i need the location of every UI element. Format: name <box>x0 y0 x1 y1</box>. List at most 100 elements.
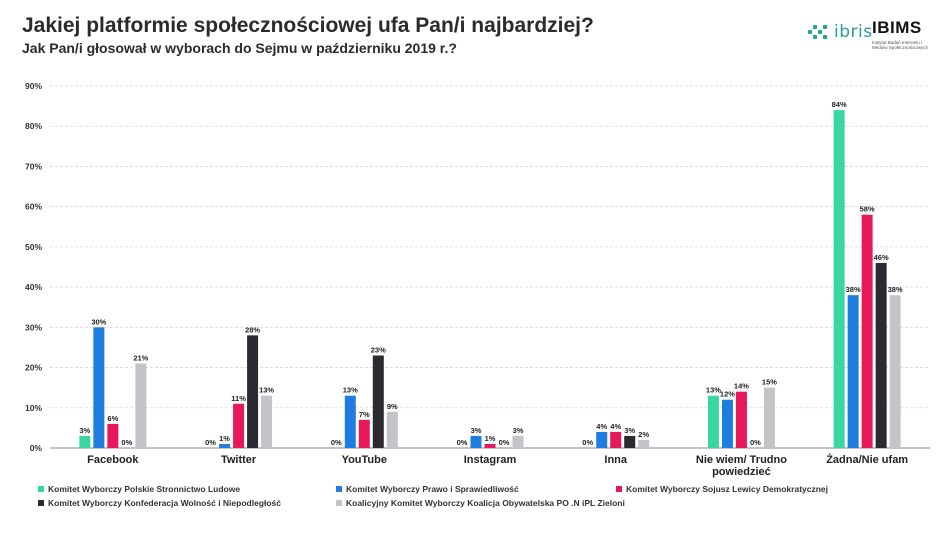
ibims-logo-subtext: Instytut Badań Internetu i Mediów Społec… <box>872 40 929 50</box>
data-label: 11% <box>231 394 246 403</box>
data-label: 38% <box>888 285 903 294</box>
data-label: 38% <box>846 285 861 294</box>
data-label: 14% <box>734 382 749 391</box>
legend-item: Komitet Wyborczy Prawo i Sprawiedliwość <box>336 484 519 494</box>
bar <box>386 411 398 448</box>
bar <box>596 431 608 448</box>
data-label: 84% <box>832 100 847 109</box>
category-label: Żadna/Nie ufam <box>826 453 908 466</box>
legend-label: Komitet Wyborczy Sojusz Lewicy Demokraty… <box>626 484 829 494</box>
legend-item: Komitet Wyborczy Konfederacja Wolność i … <box>38 498 281 508</box>
data-label: 3% <box>513 426 524 435</box>
category-label: powiedzieć <box>712 466 771 478</box>
data-label: 13% <box>343 386 358 395</box>
data-label: 4% <box>610 422 621 431</box>
ibims-logo-text: IBIMS <box>872 18 922 37</box>
bar <box>721 399 733 448</box>
ibris-mark-icon <box>808 22 830 42</box>
category-label: Inna <box>604 454 627 466</box>
data-label: 28% <box>245 325 260 334</box>
data-label: 3% <box>79 426 90 435</box>
legend-swatch <box>616 486 622 492</box>
bar <box>847 295 859 448</box>
bar <box>735 391 747 448</box>
data-label: 46% <box>874 253 889 262</box>
data-label: 21% <box>133 354 148 363</box>
bar <box>358 419 370 448</box>
category-label: YouTube <box>342 454 387 466</box>
bar <box>93 327 105 448</box>
category-label: Twitter <box>221 454 257 466</box>
bar <box>261 395 273 448</box>
legend-label: Komitet Wyborczy Polskie Stronnictwo Lud… <box>48 484 241 494</box>
y-tick-label: 60% <box>25 202 42 212</box>
data-label: 0% <box>331 438 342 447</box>
legend-item: Komitet Wyborczy Sojusz Lewicy Demokraty… <box>616 484 828 494</box>
legend-item: Koalicyjny Komitet Wyborczy Koalicja Oby… <box>336 498 625 508</box>
data-label: 3% <box>624 426 635 435</box>
data-label: 0% <box>205 438 216 447</box>
bar <box>624 435 636 448</box>
bar <box>889 295 901 448</box>
data-label: 0% <box>499 438 510 447</box>
bar <box>512 435 524 448</box>
data-label: 13% <box>706 386 721 395</box>
data-label: 0% <box>457 438 468 447</box>
category-label: Nie wiem/ Trudno <box>696 454 787 466</box>
data-label: 6% <box>107 414 118 423</box>
legend-item: Komitet Wyborczy Polskie Stronnictwo Lud… <box>38 484 240 494</box>
y-tick-label: 20% <box>25 363 42 373</box>
chart-title: Jakiej platformie społecznościowej ufa P… <box>22 14 594 37</box>
data-label: 9% <box>387 402 398 411</box>
bar <box>763 387 775 448</box>
bar <box>372 355 384 448</box>
bar <box>79 435 91 448</box>
y-tick-label: 10% <box>25 403 42 413</box>
legend-swatch <box>38 500 44 506</box>
legend-swatch <box>38 486 44 492</box>
chart-subtitle: Jak Pan/i głosował w wyborach do Sejmu w… <box>22 40 457 56</box>
ibris-logo: ibris <box>808 22 873 42</box>
data-label: 1% <box>219 434 230 443</box>
data-label: 7% <box>359 410 370 419</box>
data-label: 0% <box>121 438 132 447</box>
bar <box>484 443 496 448</box>
bar <box>135 363 147 448</box>
data-label: 12% <box>720 390 735 399</box>
data-label: 4% <box>596 422 607 431</box>
data-label: 13% <box>259 386 274 395</box>
data-label: 15% <box>762 378 777 387</box>
data-label: 3% <box>471 426 482 435</box>
y-tick-label: 0% <box>30 443 43 453</box>
bar <box>833 110 845 448</box>
data-label: 2% <box>638 430 649 439</box>
legend-swatch <box>336 500 342 506</box>
y-tick-label: 40% <box>25 282 42 292</box>
bar <box>219 443 231 448</box>
legend-swatch <box>336 486 342 492</box>
ibims-logo: IBIMS Instytut Badań Internetu i Mediów … <box>872 18 936 50</box>
data-label: 30% <box>91 317 106 326</box>
legend-label: Koalicyjny Komitet Wyborczy Koalicja Oby… <box>346 498 625 508</box>
bar <box>470 435 482 448</box>
legend-label: Komitet Wyborczy Konfederacja Wolność i … <box>48 498 282 508</box>
y-tick-label: 70% <box>25 161 42 171</box>
bar <box>638 439 650 448</box>
category-label: Instagram <box>464 454 517 466</box>
bar <box>247 335 259 448</box>
y-tick-label: 90% <box>25 81 42 91</box>
data-label: 1% <box>485 434 496 443</box>
bar <box>233 403 245 448</box>
bar <box>707 395 719 448</box>
data-label: 0% <box>582 438 593 447</box>
bar <box>610 431 622 448</box>
data-label: 0% <box>750 438 761 447</box>
ibris-logo-text: ibris <box>834 22 873 42</box>
category-label: Facebook <box>87 454 139 466</box>
y-tick-label: 80% <box>25 121 42 131</box>
bar <box>344 395 356 448</box>
bar <box>107 423 119 448</box>
y-tick-label: 50% <box>25 242 42 252</box>
bar <box>875 262 887 448</box>
bar <box>861 214 873 448</box>
